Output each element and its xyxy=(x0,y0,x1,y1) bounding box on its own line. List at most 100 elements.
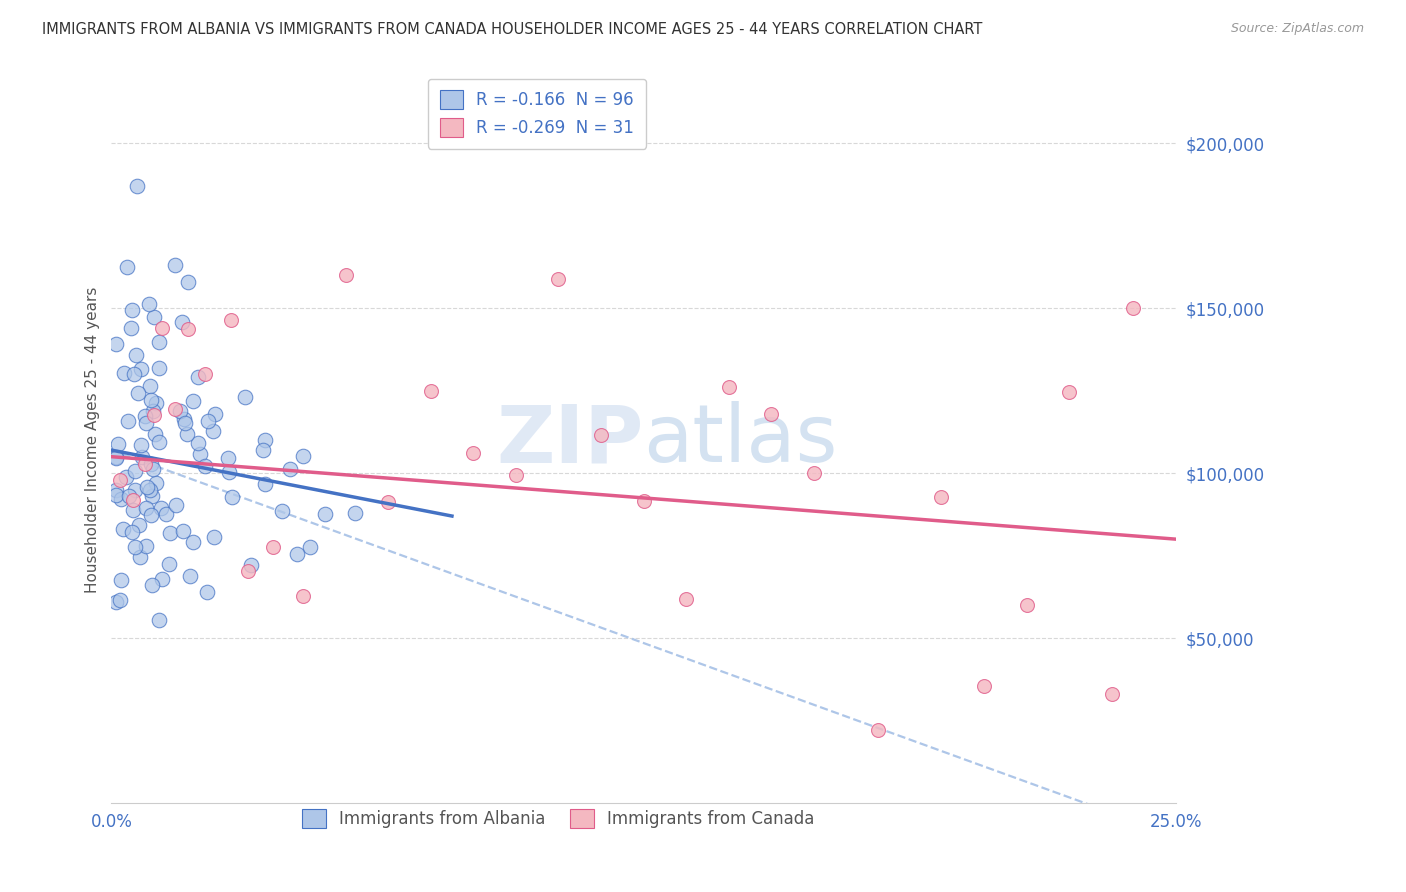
Point xyxy=(139,483,162,497)
Point xyxy=(121,303,143,318)
Point xyxy=(239,558,262,573)
Point xyxy=(120,321,142,335)
Point xyxy=(142,310,165,324)
Point xyxy=(233,390,256,404)
Y-axis label: Householder Income Ages 25 - 44 years: Householder Income Ages 25 - 44 years xyxy=(86,287,100,593)
Point xyxy=(124,464,146,478)
Point xyxy=(589,427,612,442)
Point xyxy=(165,259,187,273)
Point xyxy=(121,524,143,539)
Point xyxy=(187,369,209,384)
Point xyxy=(1122,301,1144,316)
Point xyxy=(335,268,357,283)
Point xyxy=(111,522,134,536)
Point xyxy=(139,393,162,408)
Point xyxy=(148,334,170,349)
Point xyxy=(188,447,211,461)
Point xyxy=(142,462,165,476)
Point xyxy=(129,438,152,452)
Point xyxy=(278,462,301,476)
Point xyxy=(169,404,191,418)
Point xyxy=(165,401,187,416)
Point xyxy=(236,564,259,578)
Point xyxy=(134,409,156,424)
Point xyxy=(195,585,218,599)
Point xyxy=(143,426,166,441)
Point xyxy=(202,424,225,438)
Point xyxy=(299,540,322,554)
Point xyxy=(145,396,167,410)
Point xyxy=(135,480,157,494)
Point xyxy=(122,367,145,381)
Point xyxy=(194,459,217,474)
Point xyxy=(152,320,174,334)
Text: ZIP: ZIP xyxy=(496,401,644,479)
Point xyxy=(973,680,995,694)
Point xyxy=(110,491,132,506)
Point xyxy=(142,404,165,418)
Point xyxy=(124,483,146,497)
Point xyxy=(253,477,276,491)
Point xyxy=(177,322,200,336)
Point xyxy=(104,483,127,497)
Point xyxy=(108,473,131,487)
Point xyxy=(285,547,308,561)
Point xyxy=(112,366,135,380)
Point xyxy=(148,613,170,627)
Point xyxy=(183,535,205,549)
Point xyxy=(1057,385,1080,400)
Point xyxy=(291,450,314,464)
Point xyxy=(141,577,163,591)
Point xyxy=(115,260,138,274)
Point xyxy=(138,297,160,311)
Point xyxy=(291,590,314,604)
Point xyxy=(125,179,148,194)
Point xyxy=(204,408,226,422)
Point xyxy=(177,275,200,289)
Point xyxy=(173,417,195,431)
Point xyxy=(202,530,225,544)
Point xyxy=(377,495,399,509)
Point xyxy=(122,503,145,517)
Point xyxy=(115,469,138,483)
Point xyxy=(131,450,153,464)
Point xyxy=(344,507,367,521)
Point xyxy=(127,385,149,400)
Point xyxy=(866,723,889,738)
Point xyxy=(139,457,162,471)
Point xyxy=(218,465,240,479)
Point xyxy=(219,312,242,326)
Point xyxy=(271,504,294,518)
Point xyxy=(134,457,156,471)
Point xyxy=(314,507,336,521)
Point xyxy=(803,466,825,480)
Point xyxy=(104,451,127,466)
Point xyxy=(194,368,217,382)
Legend: Immigrants from Albania, Immigrants from Canada: Immigrants from Albania, Immigrants from… xyxy=(295,802,821,835)
Point xyxy=(172,524,194,538)
Point xyxy=(104,488,127,502)
Point xyxy=(141,489,163,503)
Point xyxy=(1101,687,1123,701)
Point xyxy=(547,271,569,285)
Point xyxy=(159,525,181,540)
Point xyxy=(173,412,195,426)
Text: atlas: atlas xyxy=(644,401,838,479)
Point xyxy=(110,592,132,607)
Point xyxy=(135,416,157,430)
Point xyxy=(150,572,173,586)
Point xyxy=(262,541,284,555)
Point xyxy=(148,434,170,449)
Point xyxy=(931,491,953,505)
Point xyxy=(110,573,132,587)
Point xyxy=(633,493,655,508)
Point xyxy=(117,414,139,428)
Point xyxy=(187,436,209,450)
Point xyxy=(121,492,143,507)
Point xyxy=(124,540,146,554)
Point xyxy=(217,450,239,465)
Point xyxy=(165,499,187,513)
Point xyxy=(157,557,180,571)
Point xyxy=(717,380,740,394)
Point xyxy=(463,446,485,460)
